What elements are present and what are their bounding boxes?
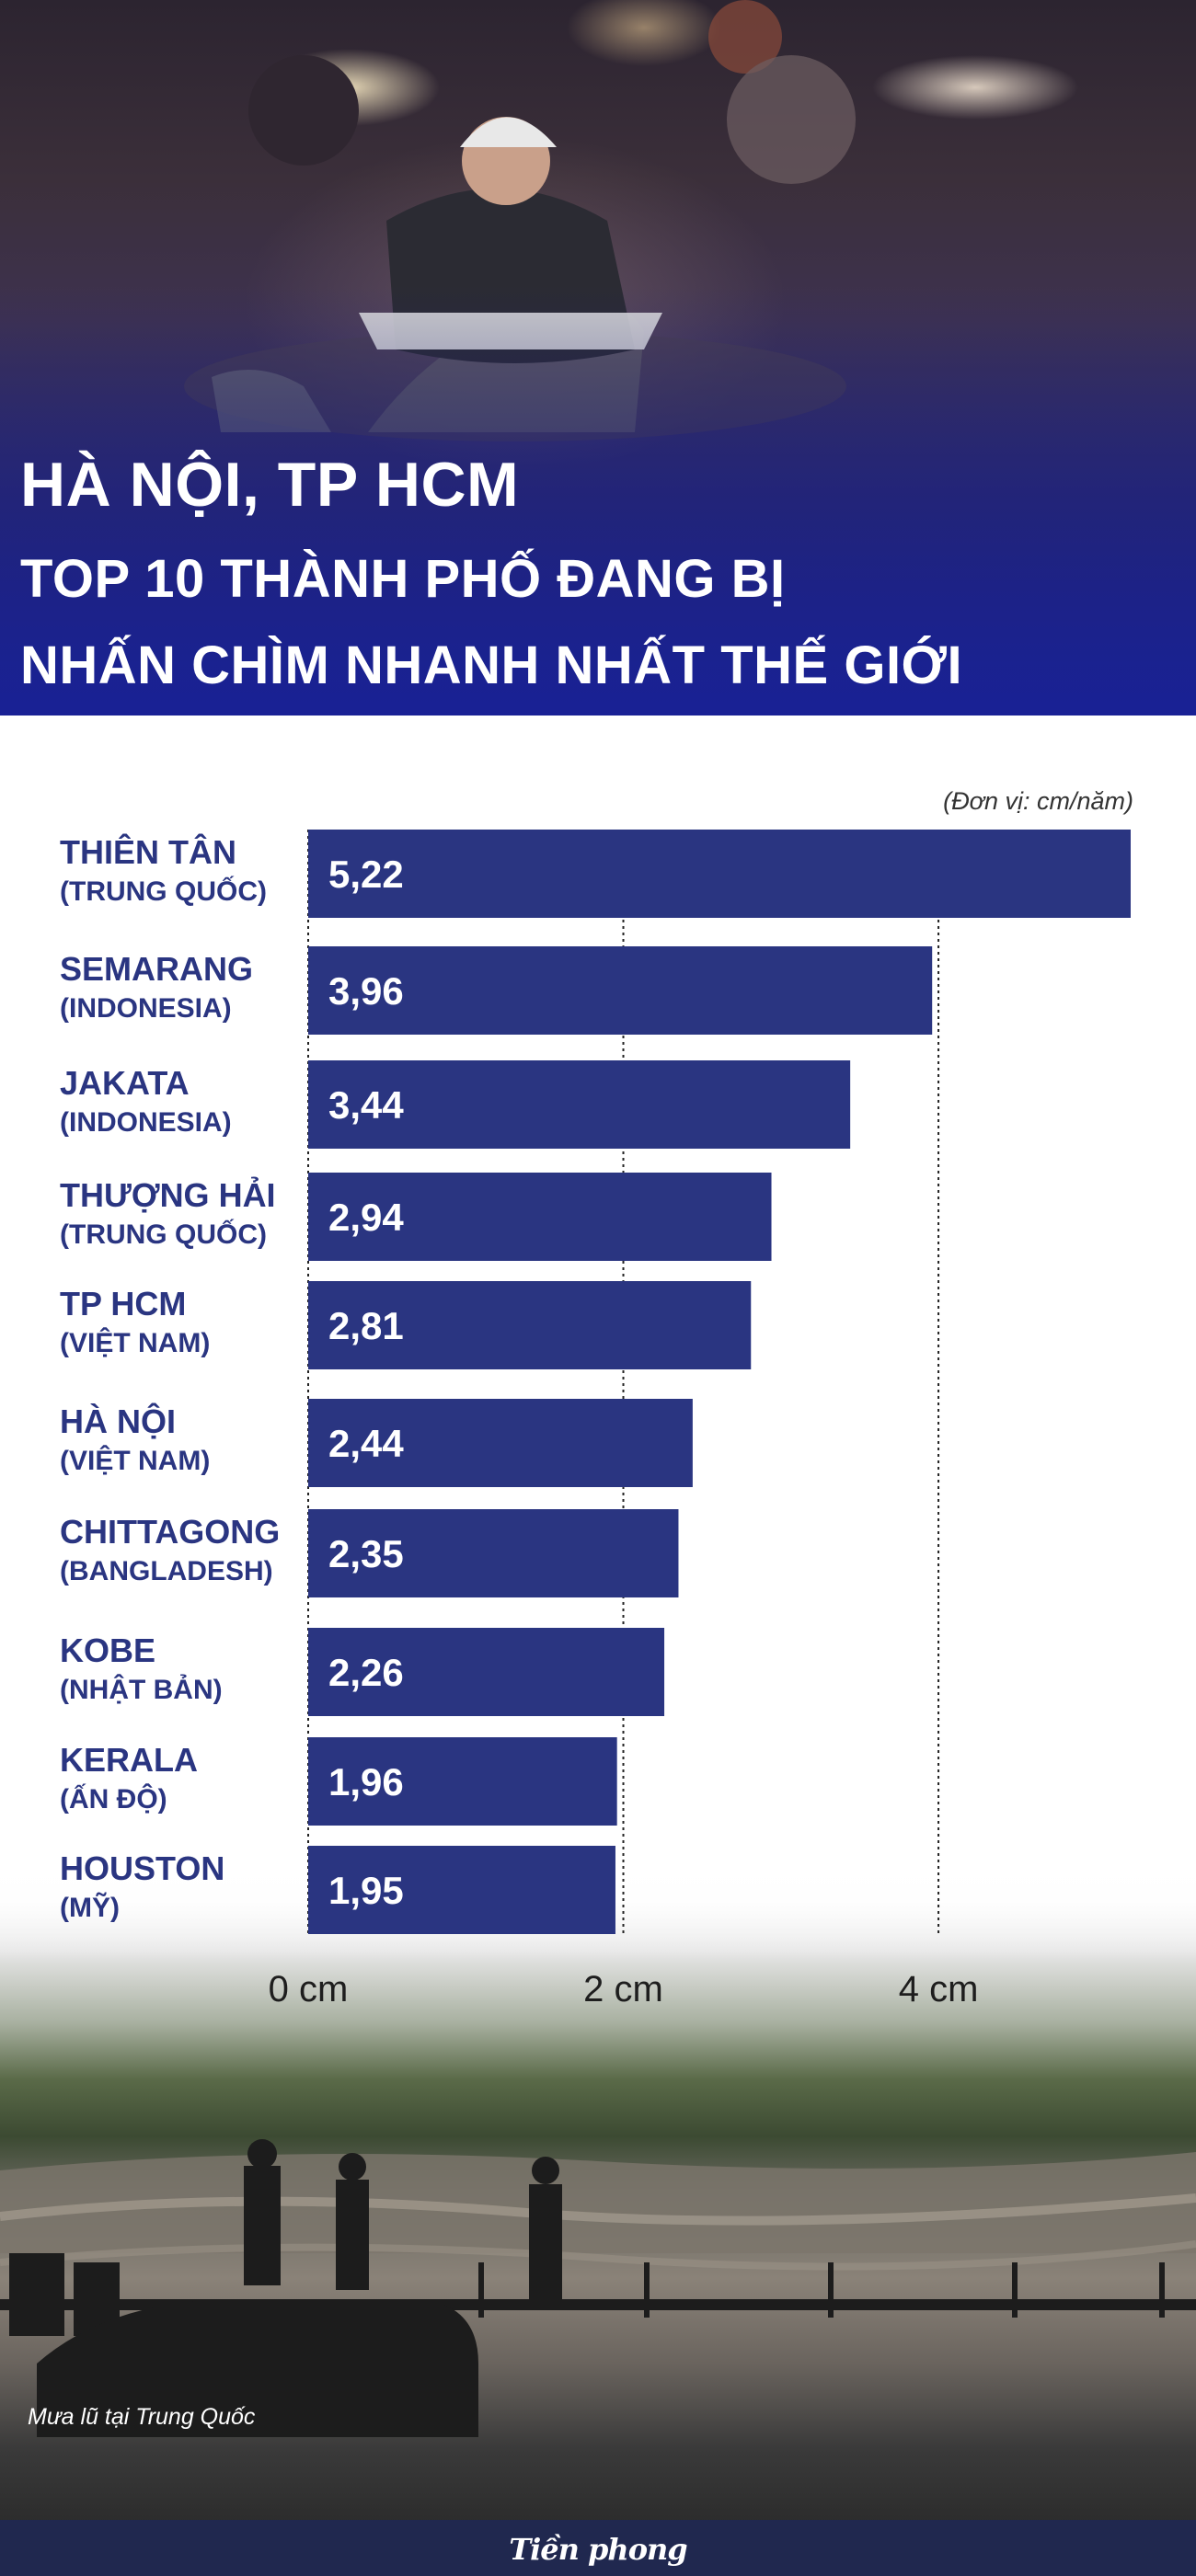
city-label: HOUSTON: [60, 1849, 224, 1887]
bar-value-label: 1,95: [328, 1869, 404, 1912]
bar-value-label: 2,35: [328, 1532, 404, 1575]
country-label: (INDONESIA): [60, 993, 232, 1024]
bar: [308, 1509, 679, 1597]
bar: [308, 1281, 752, 1369]
country-label: (INDONESIA): [60, 1107, 232, 1138]
unit-note: (Đơn vị: cm/năm): [943, 787, 1133, 815]
country-label: (MỸ): [60, 1892, 120, 1923]
city-label: JAKATA: [60, 1064, 190, 1102]
bar-value-label: 1,96: [328, 1760, 404, 1803]
city-label: THƯỢNG HẢI: [60, 1176, 276, 1214]
bar-value-label: 2,44: [328, 1422, 404, 1465]
flood-scene-illustration: [0, 2139, 1196, 2437]
x-tick-label: 0 cm: [269, 1969, 349, 2009]
bar-value-label: 2,26: [328, 1651, 404, 1694]
bar: [308, 1846, 615, 1934]
bar-value-label: 3,96: [328, 969, 404, 1013]
bar: [308, 1737, 617, 1826]
title-line-2: TOP 10 THÀNH PHỐ ĐANG BỊ: [20, 549, 786, 609]
country-label: (TRUNG QUỐC): [60, 876, 267, 907]
bar-value-label: 2,94: [328, 1196, 404, 1239]
title-line-1: HÀ NỘI, TP HCM: [20, 450, 520, 520]
city-label: TP HCM: [60, 1285, 186, 1322]
bar: [308, 830, 1131, 918]
city-label: HÀ NỘI: [60, 1402, 176, 1440]
footer-bar: [0, 2520, 1196, 2576]
bar: [308, 1060, 851, 1149]
bar: [308, 1173, 772, 1261]
bar: [308, 1628, 665, 1716]
x-tick-label: 4 cm: [899, 1969, 979, 2009]
bar: [308, 946, 933, 1035]
title-line-3: NHẤN CHÌM NHANH NHẤT THẾ GIỚI: [20, 635, 963, 695]
country-label: (VIỆT NAM): [60, 1327, 210, 1358]
tienphong-logo: Tiền phong: [509, 2532, 687, 2567]
x-tick-label: 2 cm: [583, 1969, 663, 2009]
hero-photo: HÀ NỘI, TP HCM TOP 10 THÀNH PHỐ ĐANG BỊ …: [0, 0, 1196, 716]
flood-photo: [0, 1867, 1196, 2576]
city-label: KOBE: [60, 1631, 155, 1669]
bar-value-label: 5,22: [328, 853, 404, 896]
bar-value-label: 2,81: [328, 1304, 404, 1347]
city-label: KERALA: [60, 1741, 198, 1779]
hero-gradient-overlay: [0, 0, 1196, 716]
country-label: (VIỆT NAM): [60, 1445, 210, 1476]
country-label: (BANGLADESH): [60, 1556, 273, 1586]
country-label: (NHẬT BẢN): [60, 1674, 223, 1705]
country-label: (TRUNG QUỐC): [60, 1219, 267, 1250]
city-label: CHITTAGONG: [60, 1513, 280, 1551]
bar: [308, 1399, 693, 1487]
city-label: THIÊN TÂN: [60, 832, 236, 871]
city-label: SEMARANG: [60, 950, 253, 988]
bar-value-label: 3,44: [328, 1083, 404, 1127]
country-label: (ẤN ĐỘ): [60, 1783, 167, 1815]
photo-caption: Mưa lũ tại Trung Quốc: [28, 2404, 256, 2430]
